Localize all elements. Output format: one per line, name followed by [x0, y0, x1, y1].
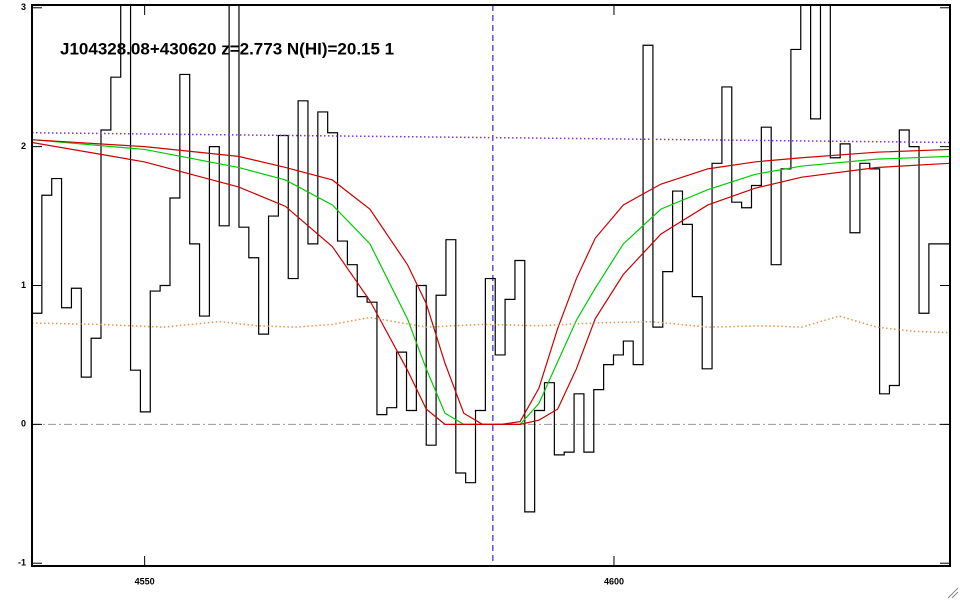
y-tick-label: 3 [21, 2, 26, 12]
series-line [32, 132, 950, 144]
x-tick-label: 4550 [135, 576, 155, 586]
y-tick-label: 0 [21, 419, 26, 429]
series-line [32, 5, 950, 513]
resize-handle [947, 587, 959, 599]
chart-title: J104328.08+430620 z=2.773 N(HI)=20.15 1 [60, 39, 394, 58]
x-tick-label: 4600 [604, 576, 624, 586]
y-tick-label: 2 [21, 141, 26, 151]
series-line [32, 141, 950, 425]
series-line [32, 139, 950, 425]
plot-area [32, 5, 950, 566]
series-line [32, 315, 950, 334]
y-tick-label: 1 [21, 280, 26, 290]
y-tick-label: -1 [18, 558, 26, 568]
